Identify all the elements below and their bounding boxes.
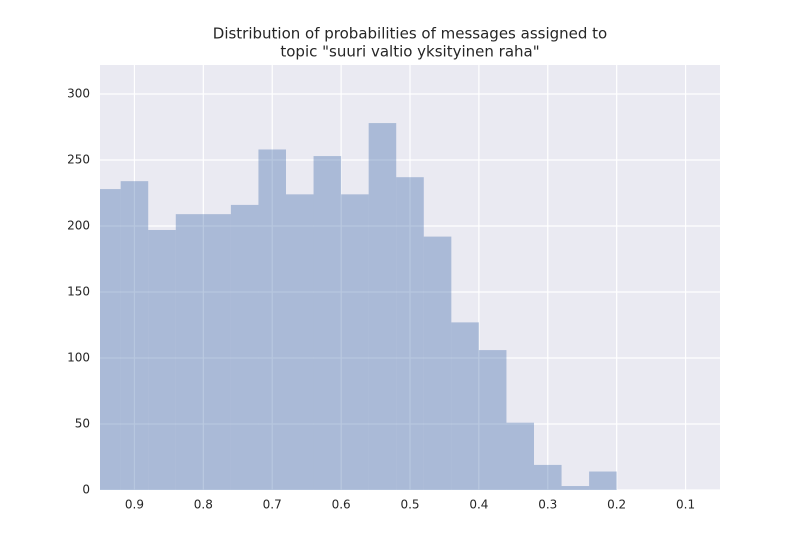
bars bbox=[100, 123, 617, 490]
bar bbox=[368, 123, 397, 490]
bar bbox=[203, 214, 231, 490]
y-tick-label: 200 bbox=[67, 219, 90, 233]
grid bbox=[100, 65, 720, 491]
bar bbox=[120, 181, 149, 490]
bar bbox=[100, 189, 121, 490]
x-tick-label: 0.7 bbox=[263, 498, 282, 512]
bar bbox=[341, 194, 369, 490]
x-tick-label: 0.4 bbox=[469, 498, 488, 512]
x-tick-label: 0.6 bbox=[332, 498, 351, 512]
bar bbox=[423, 236, 452, 490]
x-tick-label: 0.9 bbox=[125, 498, 144, 512]
bar bbox=[478, 350, 507, 490]
bar bbox=[534, 464, 562, 490]
bar bbox=[230, 204, 259, 490]
chart-title: topic "suuri valtio yksityinen raha" bbox=[280, 43, 539, 61]
bar bbox=[175, 214, 204, 490]
bar bbox=[148, 229, 176, 490]
x-tick-label: 0.2 bbox=[607, 498, 626, 512]
bar bbox=[561, 486, 590, 490]
y-tick-label: 100 bbox=[67, 351, 90, 365]
x-tick-label: 0.1 bbox=[676, 498, 695, 512]
y-tick-label: 0 bbox=[82, 483, 90, 497]
bar bbox=[589, 471, 617, 490]
y-tick-label: 250 bbox=[67, 153, 90, 167]
bar bbox=[258, 149, 286, 490]
x-tick-label: 0.8 bbox=[194, 498, 213, 512]
chart-title: Distribution of probabilities of message… bbox=[213, 25, 607, 43]
bar bbox=[286, 194, 314, 490]
bar bbox=[313, 156, 342, 490]
bar bbox=[451, 322, 479, 490]
y-tick-label: 50 bbox=[75, 417, 90, 431]
y-tick-label: 300 bbox=[67, 87, 90, 101]
y-tick-label: 150 bbox=[67, 285, 90, 299]
x-tick-label: 0.3 bbox=[538, 498, 557, 512]
x-tick-label: 0.5 bbox=[400, 498, 419, 512]
bar bbox=[506, 422, 534, 490]
bar bbox=[396, 177, 424, 490]
